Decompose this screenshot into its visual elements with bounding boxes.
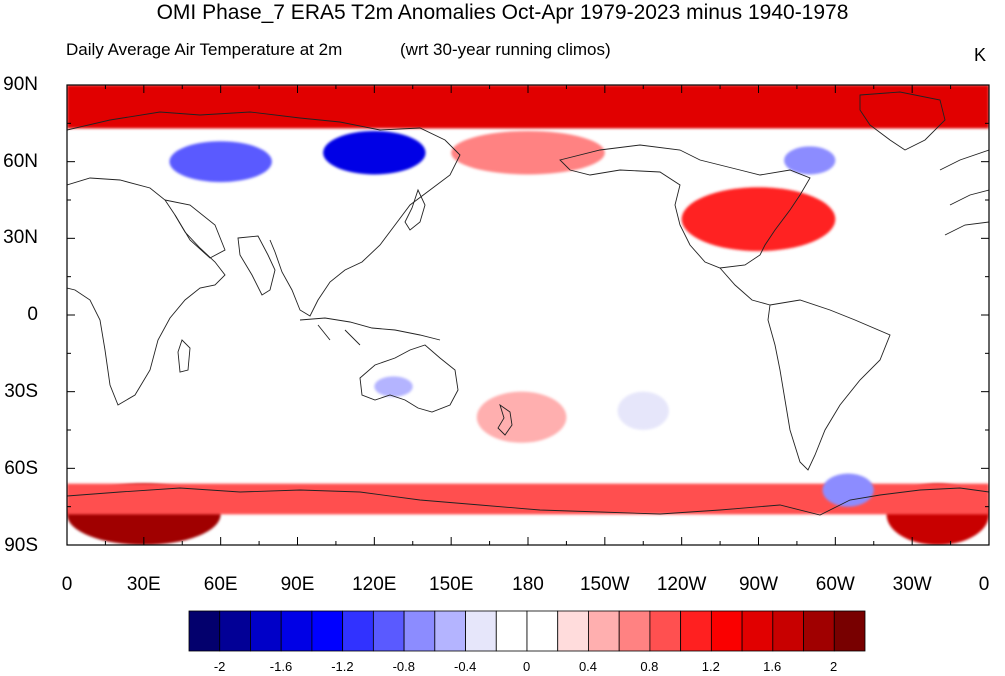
anomaly-region	[374, 376, 413, 397]
colorbar-label: 0.4	[578, 659, 598, 674]
lon-label-120w: 120W	[656, 574, 707, 595]
anomaly-fields	[67, 85, 989, 545]
colorbar-label: 1.6	[763, 659, 782, 674]
colorbar-box	[557, 610, 589, 652]
coastline-india	[237, 235, 276, 296]
colorbar-label: 0	[522, 659, 531, 674]
colorbar-box	[833, 610, 866, 652]
lat-label-30s: 30S	[4, 381, 38, 402]
coastline-new-zealand	[497, 403, 513, 436]
lon-label-180: 180	[512, 574, 544, 595]
lat-label-90n: 90N	[3, 74, 38, 95]
colorbar-box	[311, 610, 344, 652]
anomaly-region	[822, 473, 874, 507]
colorbar-box	[526, 610, 559, 652]
lon-label-60e: 60E	[203, 574, 238, 595]
coastline-south-america	[767, 299, 891, 471]
colorbar-box	[280, 610, 313, 652]
units-label: K	[974, 45, 987, 65]
lon-label-90e: 90E	[280, 574, 315, 595]
lon-label-0: 0	[61, 574, 73, 595]
lat-label-60n: 60N	[3, 151, 38, 172]
lon-label-360: 0	[978, 574, 990, 595]
colorbar-label: 1.2	[701, 659, 720, 674]
map-title: OMI Phase_7 ERA5 T2m Anomalies Oct-Apr 1…	[156, 1, 849, 24]
colorbar-box	[250, 610, 282, 652]
colorbar-box	[372, 610, 405, 652]
lat-label-30n: 30N	[3, 227, 38, 248]
colorbar-box	[741, 610, 774, 652]
coastline-europe	[939, 149, 989, 236]
colorbar-label: -1.6	[269, 659, 293, 674]
colorbar-box	[588, 610, 620, 652]
coastline-greenland	[859, 91, 946, 151]
colorbar-label: -1.2	[331, 659, 354, 674]
colorbar-label: -0.4	[453, 659, 477, 674]
lon-label-150w: 150W	[579, 574, 630, 595]
anomaly-region	[323, 131, 426, 175]
lat-label-90s: 90S	[4, 535, 38, 556]
colorbar-label: 0.8	[640, 659, 659, 674]
coastline-madagascar	[177, 339, 191, 373]
anomaly-region	[451, 131, 605, 175]
coastline-se-asia-islands	[299, 317, 441, 346]
coastline-central-america	[719, 267, 771, 306]
anomaly-region	[784, 146, 836, 175]
colorbar-label: -2	[213, 659, 226, 674]
map-subtitle-right: (wrt 30-year running climos)	[400, 40, 611, 59]
anomaly-region	[617, 391, 669, 431]
colorbar-box	[434, 610, 466, 652]
colorbar-box	[495, 610, 528, 652]
coastline-antarctica	[67, 487, 989, 516]
colorbar-box	[649, 610, 682, 652]
colorbar-box	[710, 610, 743, 652]
coastline-japan	[404, 188, 426, 231]
colorbar-box	[219, 610, 251, 652]
anomaly-region	[681, 187, 836, 252]
colorbar-label: -0.8	[392, 659, 415, 674]
coastline-arabia	[164, 199, 226, 259]
lat-label-60s: 60S	[4, 458, 38, 479]
coastline-north-america	[559, 144, 811, 269]
lon-label-60w: 60W	[815, 574, 855, 595]
lon-label-90w: 90W	[738, 574, 779, 595]
colorbar-box	[680, 610, 712, 652]
coastline-asia	[67, 111, 461, 317]
coastline-africa	[67, 177, 226, 406]
lon-label-30e: 30E	[126, 574, 161, 595]
lat-label-eq: 0	[27, 304, 38, 325]
map-subtitle-left: Daily Average Air Temperature at 2m	[66, 40, 343, 59]
colorbar-box	[465, 610, 497, 652]
colorbar-box	[803, 610, 835, 652]
axis-ticks	[66, 84, 990, 546]
colorbar-box	[772, 610, 804, 652]
lon-label-120e: 120E	[352, 574, 397, 595]
coastline-australia	[359, 344, 459, 413]
colorbar-box	[403, 610, 436, 652]
colorbar-label: 2	[829, 659, 838, 674]
colorbar-box	[342, 610, 374, 652]
colorbar-box	[618, 610, 651, 652]
anomaly-region	[476, 391, 567, 443]
lon-label-30w: 30W	[892, 574, 932, 595]
colorbar-box	[188, 610, 221, 652]
colorbar	[188, 610, 866, 652]
lon-label-150e: 150E	[429, 574, 474, 595]
coastlines	[67, 91, 989, 516]
anomaly-region	[169, 141, 272, 183]
